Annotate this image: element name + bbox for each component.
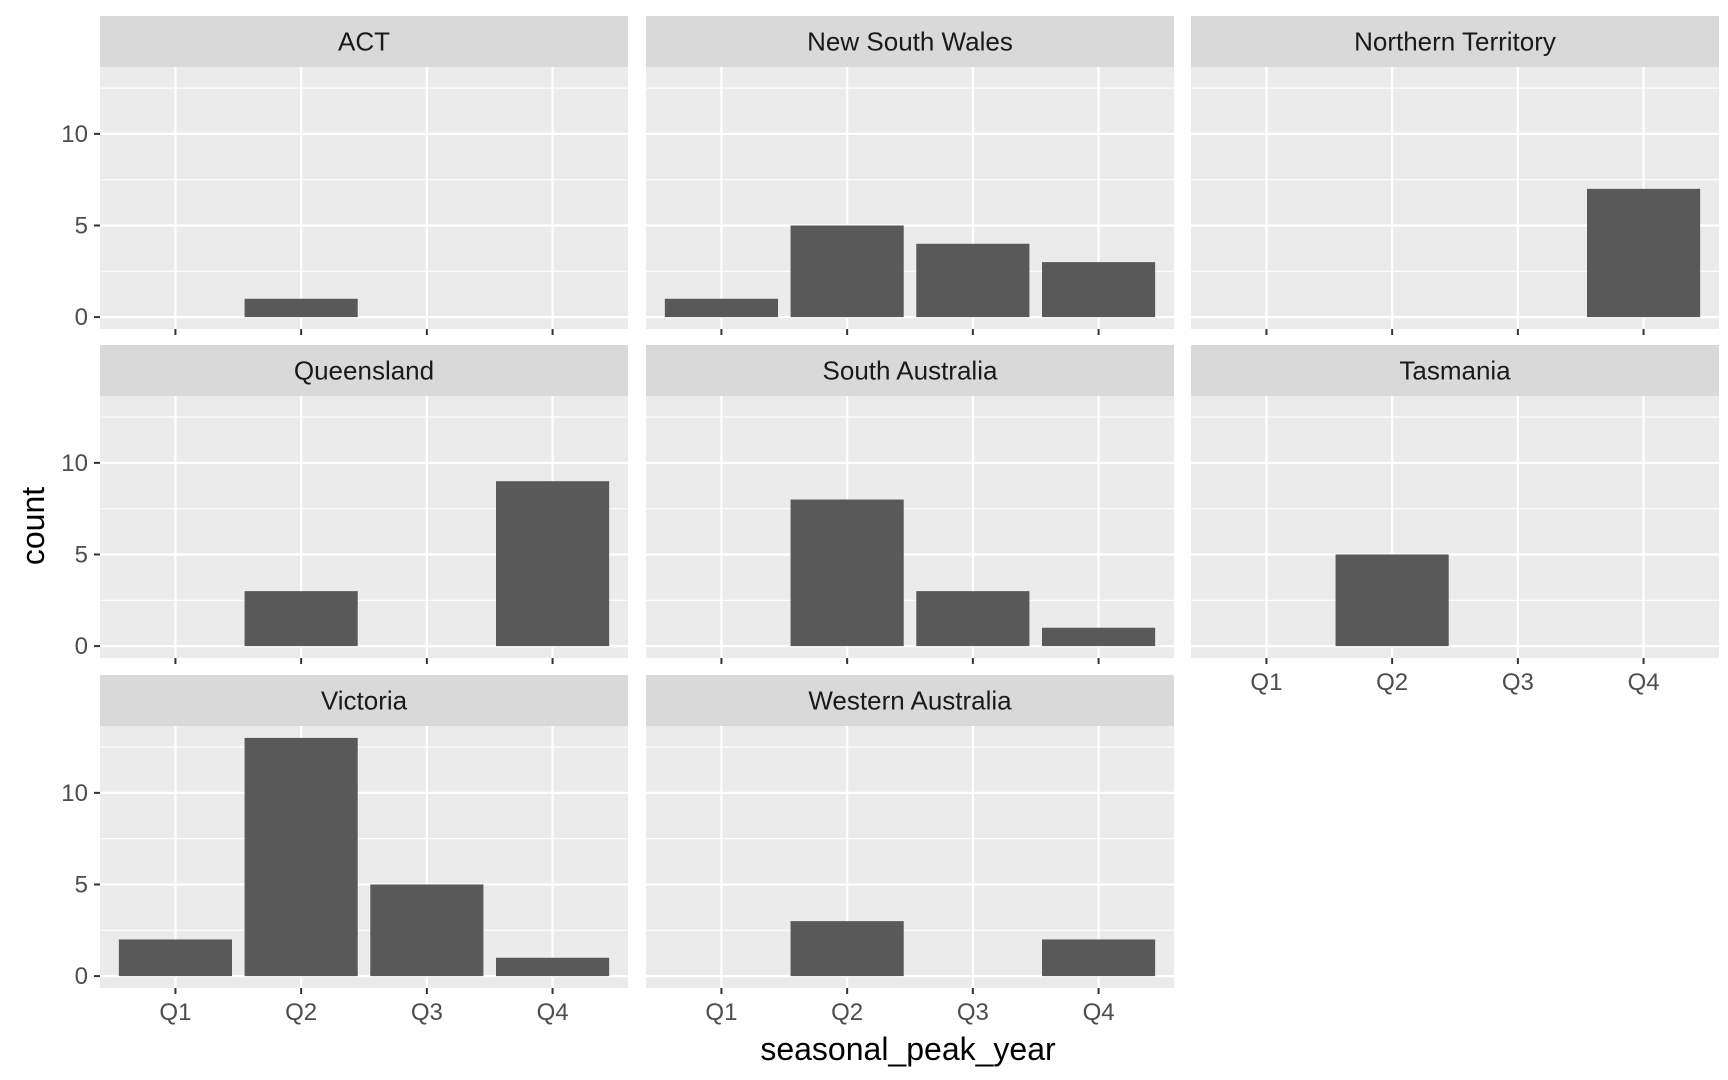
bar-south-australia-q4 [1042, 627, 1156, 647]
bar-western-australia-q4 [1042, 939, 1156, 977]
x-tick-label-victoria-q1: Q1 [159, 999, 191, 1026]
panel-new-south-wales: New South Wales [646, 16, 1174, 335]
bar-victoria-q3 [370, 884, 484, 977]
y-tick-label-act-0: 0 [75, 304, 88, 331]
panel-background-tasmania [1191, 396, 1719, 658]
bar-western-australia-q2 [790, 921, 904, 977]
panel-background-south-australia [646, 396, 1174, 658]
x-tick-label-tasmania-q3: Q3 [1502, 669, 1534, 696]
strip-label-tasmania: Tasmania [1399, 356, 1511, 386]
strip-western-australia [646, 675, 1174, 726]
bar-queensland-q2 [244, 591, 358, 647]
y-tick-label-queensland-5: 5 [75, 541, 88, 568]
x-tick-label-tasmania-q4: Q4 [1628, 669, 1660, 696]
x-tick-label-western-australia-q4: Q4 [1083, 999, 1115, 1026]
y-tick-label-victoria-5: 5 [75, 871, 88, 898]
bar-victoria-q2 [244, 737, 358, 977]
y-tick-label-victoria-0: 0 [75, 963, 88, 990]
y-axis-title: count [15, 487, 51, 565]
panel-queensland: Queensland 0 5 10 [61, 345, 628, 664]
panel-act: ACT 0 5 10 [61, 16, 628, 335]
y-tick-label-queensland-10: 10 [61, 450, 88, 477]
strip-south-australia [646, 345, 1174, 396]
panel-south-australia: South Australia [646, 345, 1174, 664]
strip-label-victoria: Victoria [321, 686, 408, 716]
x-tick-label-victoria-q3: Q3 [411, 999, 443, 1026]
strip-label-act: ACT [338, 27, 390, 57]
bar-act-q2 [244, 298, 358, 318]
panel-background-act [100, 67, 628, 329]
strip-northern-territory [1191, 16, 1719, 67]
x-tick-label-tasmania-q1: Q1 [1250, 669, 1282, 696]
panels-layer: ACT 0 5 10 New South Wales Northern Territory… [61, 16, 1719, 1026]
x-axis-title: seasonal_peak_year [760, 1031, 1056, 1067]
x-tick-label-western-australia-q1: Q1 [705, 999, 737, 1026]
x-tick-label-victoria-q2: Q2 [285, 999, 317, 1026]
strip-label-western-australia: Western Australia [808, 686, 1012, 716]
panel-victoria: Victoria Q1 Q2 Q3 Q4 0 5 10 [61, 675, 628, 1026]
bar-victoria-q1 [118, 939, 232, 977]
panel-western-australia: Western Australia Q1 Q2 Q3 Q4 [646, 675, 1174, 1026]
bar-south-australia-q2 [790, 499, 904, 647]
strip-label-south-australia: South Australia [823, 356, 998, 386]
x-tick-label-western-australia-q2: Q2 [831, 999, 863, 1026]
strip-label-northern-territory: Northern Territory [1354, 27, 1556, 57]
panel-tasmania: Tasmania Q1 Q2 Q3 Q4 [1191, 345, 1719, 696]
x-tick-label-tasmania-q2: Q2 [1376, 669, 1408, 696]
strip-act [100, 16, 628, 67]
bar-victoria-q4 [496, 957, 610, 977]
bar-new-south-wales-q1 [664, 298, 778, 318]
bar-new-south-wales-q2 [790, 225, 904, 318]
strip-tasmania [1191, 345, 1719, 396]
bar-queensland-q4 [496, 481, 610, 647]
y-tick-label-act-10: 10 [61, 121, 88, 148]
bar-new-south-wales-q4 [1042, 262, 1156, 318]
bar-new-south-wales-q3 [916, 243, 1030, 318]
y-tick-label-victoria-10: 10 [61, 780, 88, 807]
x-tick-label-western-australia-q3: Q3 [957, 999, 989, 1026]
y-tick-label-act-5: 5 [75, 212, 88, 239]
strip-new-south-wales [646, 16, 1174, 67]
strip-queensland [100, 345, 628, 396]
strip-label-new-south-wales: New South Wales [807, 27, 1013, 57]
y-tick-label-queensland-0: 0 [75, 633, 88, 660]
bar-northern-territory-q4 [1587, 188, 1701, 318]
strip-label-queensland: Queensland [294, 356, 434, 386]
x-tick-label-victoria-q4: Q4 [537, 999, 569, 1026]
panel-northern-territory: Northern Territory [1191, 16, 1719, 335]
bar-tasmania-q2 [1335, 554, 1449, 647]
strip-victoria [100, 675, 628, 726]
bar-south-australia-q3 [916, 591, 1030, 647]
